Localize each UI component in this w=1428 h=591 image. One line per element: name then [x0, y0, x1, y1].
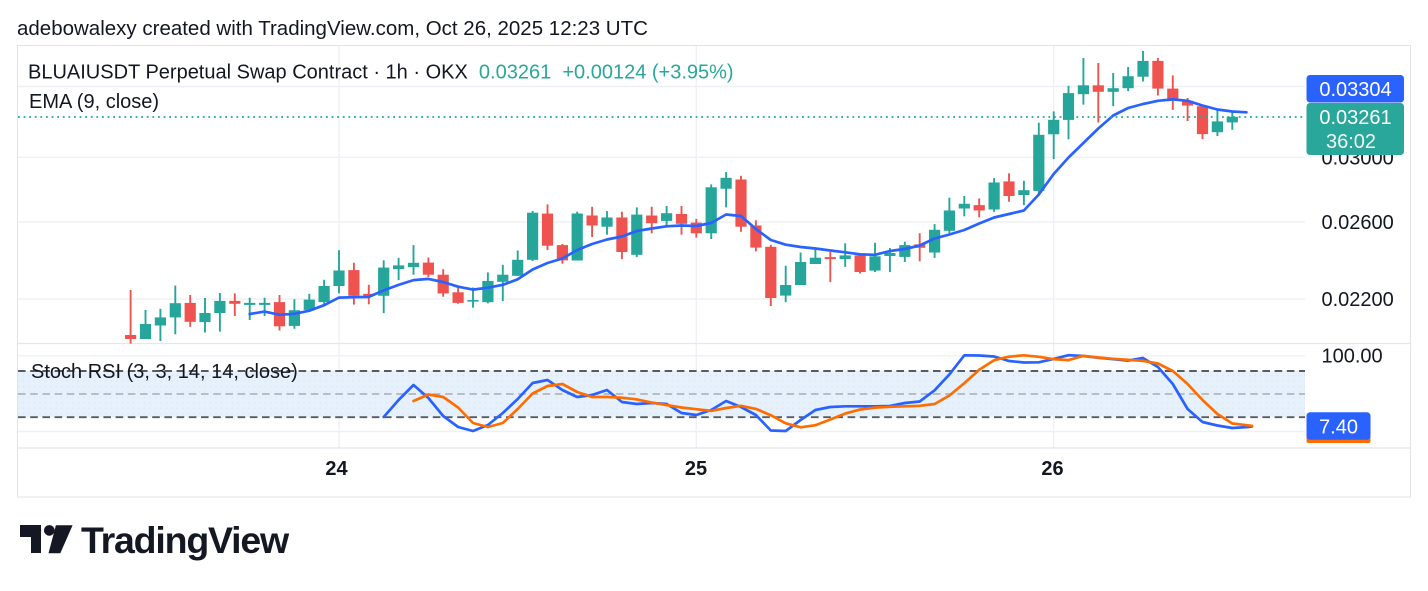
svg-text:Stoch RSI (3, 3, 14, 14, close: Stoch RSI (3, 3, 14, 14, close)	[31, 361, 298, 383]
svg-text:0.03304: 0.03304	[1319, 79, 1391, 101]
svg-text:BLUAIUSDT Perpetual Swap Contr: BLUAIUSDT Perpetual Swap Contract · 1h ·…	[28, 62, 734, 84]
svg-text:EMA (9, close): EMA (9, close)	[29, 91, 159, 113]
svg-text:25: 25	[685, 458, 707, 480]
svg-text:36:02: 36:02	[1326, 131, 1376, 153]
svg-text:adebowalexy created with Tradi: adebowalexy created with TradingView.com…	[17, 17, 648, 40]
svg-text:0.03261: 0.03261	[1319, 107, 1391, 129]
svg-text:26: 26	[1041, 458, 1063, 480]
svg-text:100.00: 100.00	[1322, 346, 1383, 368]
svg-text:TradingView: TradingView	[81, 519, 290, 561]
svg-text:0.02200: 0.02200	[1322, 289, 1394, 311]
svg-text:7.40: 7.40	[1319, 417, 1358, 439]
svg-text:0.02600: 0.02600	[1322, 212, 1394, 234]
svg-text:24: 24	[325, 458, 348, 480]
